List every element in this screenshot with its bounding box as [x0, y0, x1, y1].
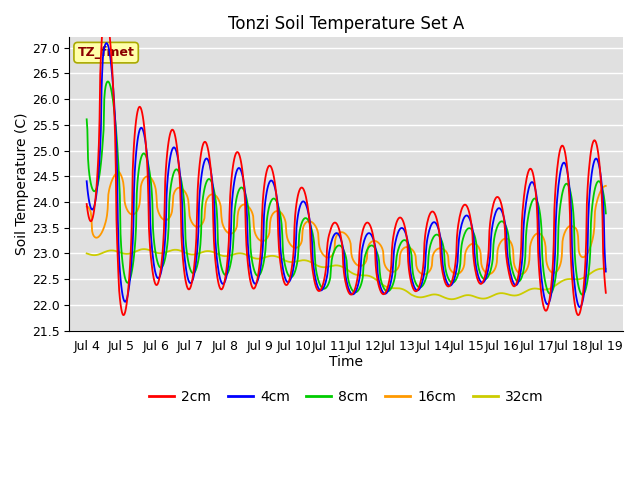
Line: 2cm: 2cm	[86, 14, 606, 315]
Line: 16cm: 16cm	[86, 172, 606, 275]
16cm	[83, 204, 90, 209]
32cm	[400, 287, 408, 293]
16cm	[115, 169, 122, 175]
4cm	[266, 180, 273, 185]
4cm	[400, 227, 408, 233]
Line: 32cm: 32cm	[86, 249, 606, 299]
2cm	[83, 201, 90, 207]
Text: TZ_fmet: TZ_fmet	[77, 46, 134, 59]
8cm	[240, 187, 248, 192]
4cm	[285, 279, 293, 285]
32cm	[145, 247, 152, 252]
32cm	[602, 266, 610, 272]
Y-axis label: Soil Temperature (C): Soil Temperature (C)	[15, 113, 29, 255]
4cm	[102, 40, 110, 46]
2cm	[602, 290, 610, 296]
8cm	[145, 161, 152, 167]
4cm	[576, 304, 584, 310]
4cm	[83, 179, 90, 184]
Title: Tonzi Soil Temperature Set A: Tonzi Soil Temperature Set A	[228, 15, 465, 33]
4cm	[240, 179, 248, 185]
4cm	[145, 166, 152, 171]
8cm	[285, 273, 293, 279]
Legend: 2cm, 4cm, 8cm, 16cm, 32cm: 2cm, 4cm, 8cm, 16cm, 32cm	[144, 384, 548, 409]
32cm	[285, 259, 293, 265]
8cm	[83, 117, 90, 122]
2cm	[240, 180, 248, 186]
8cm	[266, 203, 273, 209]
2cm	[145, 192, 152, 198]
32cm	[429, 291, 437, 297]
32cm	[266, 253, 273, 259]
2cm	[102, 11, 109, 17]
16cm	[602, 183, 610, 189]
8cm	[400, 237, 408, 243]
16cm	[420, 272, 428, 277]
32cm	[447, 296, 455, 302]
2cm	[574, 312, 582, 318]
X-axis label: Time: Time	[329, 355, 364, 369]
16cm	[430, 250, 438, 256]
16cm	[240, 202, 248, 207]
2cm	[400, 221, 408, 227]
2cm	[285, 278, 293, 284]
Line: 4cm: 4cm	[86, 43, 606, 307]
8cm	[579, 292, 586, 298]
32cm	[240, 251, 248, 257]
8cm	[602, 211, 610, 216]
32cm	[83, 251, 90, 256]
16cm	[400, 245, 408, 251]
8cm	[104, 79, 111, 84]
16cm	[266, 230, 273, 236]
2cm	[429, 209, 437, 215]
32cm	[140, 246, 148, 252]
16cm	[145, 174, 152, 180]
4cm	[429, 219, 437, 225]
16cm	[285, 240, 293, 245]
Line: 8cm: 8cm	[86, 82, 606, 295]
2cm	[266, 163, 273, 168]
4cm	[602, 269, 610, 275]
8cm	[429, 235, 437, 240]
